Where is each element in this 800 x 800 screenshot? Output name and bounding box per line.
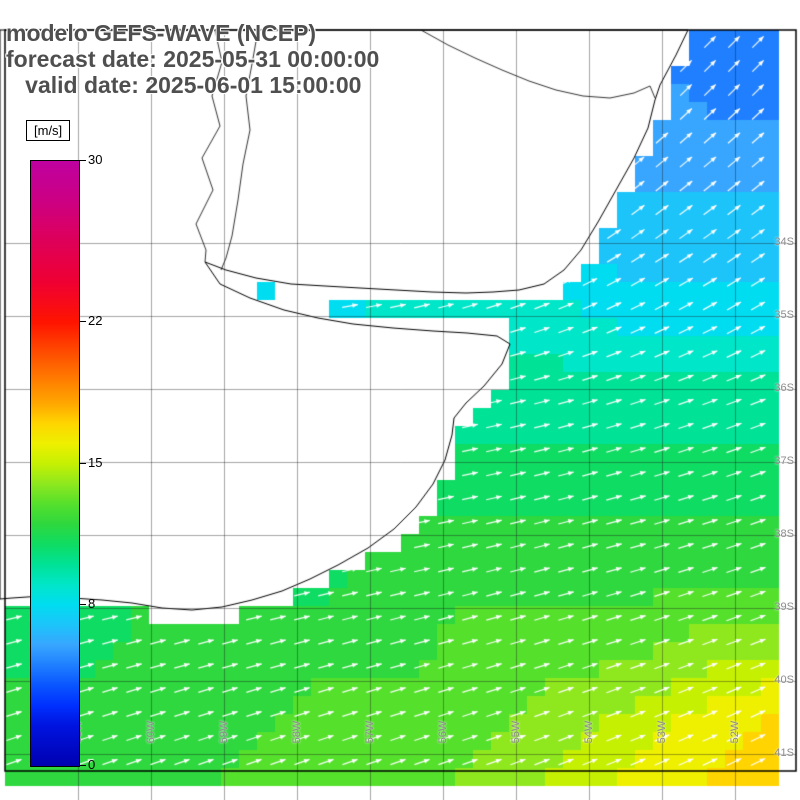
colorbar-tick-label: 0 — [88, 757, 96, 772]
lat-label: 34S — [774, 236, 794, 248]
lon-label: 59W — [218, 720, 230, 744]
lat-label: 35S — [774, 309, 794, 321]
colorbar-tick-mark — [79, 160, 86, 161]
lat-label: 39S — [774, 601, 794, 613]
lat-label: 40S — [774, 674, 794, 686]
lon-label: 55W — [510, 720, 522, 744]
lat-label: 36S — [774, 382, 794, 394]
lon-label: 54W — [583, 720, 595, 744]
lon-label: 52W — [729, 720, 741, 744]
colorbar-tick-label: 8 — [88, 595, 96, 611]
colorbar-tick-mark — [79, 603, 86, 605]
colorbar-tick-mark — [79, 462, 86, 464]
colorbar-tick-mark — [79, 765, 86, 766]
valid-date: valid date: 2025-06-01 15:00:00 — [6, 72, 362, 98]
colorbar-tick-label: 30 — [88, 152, 103, 167]
lat-label: 37S — [774, 455, 794, 467]
colorbar-tick-label: 22 — [88, 313, 103, 329]
forecast-date: forecast date: 2025-05-31 00:00:00 — [6, 46, 380, 72]
lon-label: 53W — [656, 720, 668, 744]
lat-label: 41S — [774, 747, 794, 759]
lon-label: 58W — [291, 720, 303, 744]
lon-label: 57W — [364, 720, 376, 744]
colorbar-tick-label: 15 — [88, 454, 103, 470]
lon-label: 56W — [437, 720, 449, 744]
colorbar-tick-mark — [79, 321, 86, 323]
model-title: modelo GEFS-WAVE (NCEP) — [6, 20, 317, 46]
colorbar-unit-label: [m/s] — [26, 120, 71, 141]
title-block: modelo GEFS-WAVE (NCEP) forecast date: 2… — [6, 20, 379, 98]
colorbar-gradient — [30, 160, 80, 767]
lat-label: 38S — [774, 528, 794, 540]
lon-label: 60W — [145, 720, 157, 744]
